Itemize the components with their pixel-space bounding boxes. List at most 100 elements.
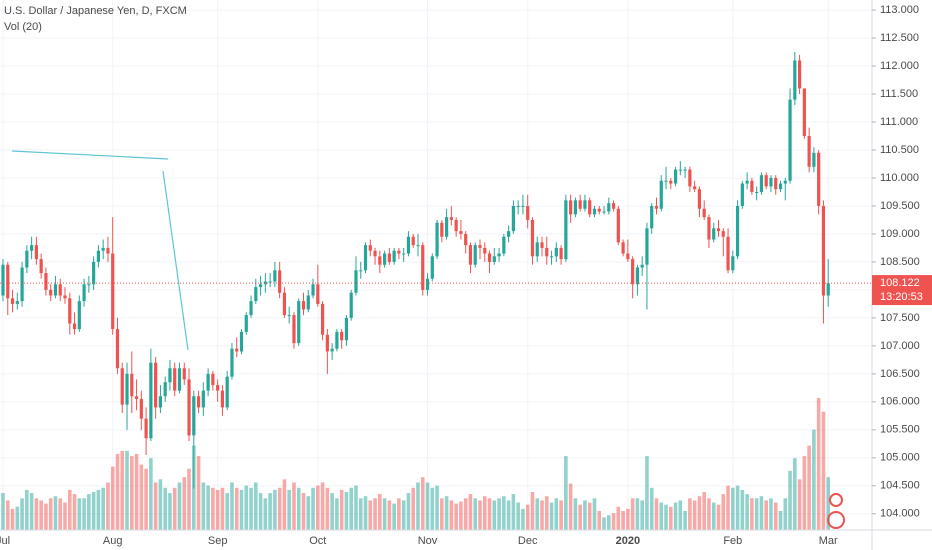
volume-bar: [621, 510, 625, 530]
volume-bar: [697, 496, 702, 530]
candle-body: [44, 273, 48, 290]
x-tick-label: Nov: [418, 535, 438, 547]
volume-bar: [616, 506, 621, 530]
volume-bar: [788, 470, 792, 530]
y-tick-label: 107.000: [880, 340, 920, 352]
volume-bar: [239, 489, 244, 530]
candle-body: [707, 217, 711, 240]
volume-bar: [411, 487, 416, 530]
candle-body: [235, 348, 239, 352]
candle-body: [721, 231, 725, 237]
volume-bar: [568, 483, 573, 530]
volume-bar: [63, 502, 67, 530]
candle-body: [673, 169, 678, 184]
volume-bar: [244, 485, 249, 530]
candle-body: [6, 264, 10, 299]
volume-bar: [354, 485, 358, 530]
candle-body: [631, 259, 635, 285]
candle-body: [10, 298, 15, 304]
volume-bar: [707, 498, 711, 530]
candle-body: [421, 245, 425, 290]
volume-bar: [397, 498, 401, 530]
volume-bar: [521, 508, 525, 530]
y-tick-label: 104.500: [880, 480, 920, 492]
candle-body: [201, 390, 205, 408]
candle-body: [454, 219, 458, 232]
volume-bar: [573, 498, 578, 530]
volume-bar: [435, 485, 439, 530]
axes: 104.000 104.500 105.000 105.500 106.000 106.5…: [0, 4, 920, 547]
candle-body: [173, 368, 177, 391]
candle-body: [34, 245, 38, 260]
volume-bar: [182, 477, 187, 530]
volume-bar: [826, 477, 831, 530]
volume-bar: [296, 487, 301, 530]
candle-body: [225, 376, 229, 408]
volume-bar: [454, 503, 458, 530]
volume-bar: [406, 493, 411, 530]
candle-body: [588, 200, 592, 215]
y-tick-label: 113.000: [880, 4, 919, 16]
candle-body: [49, 289, 53, 296]
volume-bar: [339, 489, 344, 530]
candle-body: [464, 233, 468, 246]
volume-bar: [773, 502, 778, 530]
x-tick-label: Mar: [819, 535, 838, 547]
volume-bar: [29, 493, 34, 530]
y-tick-label: 106.500: [880, 368, 920, 380]
candle-body: [320, 303, 325, 335]
candle-body: [778, 183, 783, 190]
candle-body: [263, 281, 267, 285]
volume-bar: [754, 498, 759, 530]
candle-body: [25, 250, 29, 268]
volume-bar: [678, 500, 683, 530]
y-tick-label: 109.000: [880, 228, 920, 240]
candle-body: [359, 270, 363, 272]
candle-body: [459, 231, 463, 234]
candle-body: [497, 253, 501, 257]
volume-bar: [597, 510, 602, 530]
volume-bar: [626, 508, 630, 530]
candle-body: [106, 247, 110, 254]
candle-body: [406, 236, 411, 254]
candle-body: [783, 180, 787, 184]
candle-body: [759, 175, 764, 192]
volume-bar: [44, 503, 48, 530]
volume-bar: [335, 498, 339, 530]
volume-bar: [129, 456, 134, 530]
volume-bar: [511, 494, 516, 530]
volume-bar: [349, 487, 354, 530]
volume-bar: [311, 487, 315, 530]
candle-body: [354, 270, 358, 293]
candle-body: [640, 264, 644, 268]
candle-body: [402, 253, 406, 255]
volume-bar: [5, 500, 10, 530]
candle-body: [683, 169, 687, 171]
candle-body: [530, 219, 535, 257]
candle-body: [211, 373, 215, 386]
candle-body: [483, 247, 487, 254]
candle-body: [53, 284, 58, 296]
volume-bar: [187, 468, 191, 530]
volume-bar: [425, 482, 430, 530]
volume-bar: [759, 496, 764, 530]
candle-body: [650, 205, 654, 229]
candle-body: [306, 295, 310, 310]
volume-bar: [778, 510, 783, 530]
volume-bar: [282, 479, 287, 530]
candle-body: [573, 200, 577, 215]
volume-bar: [196, 456, 201, 530]
volume-bar: [688, 498, 692, 530]
volume-bar: [544, 496, 549, 530]
volume-bar: [473, 498, 478, 530]
volume-bar: [249, 487, 253, 530]
volume-bar: [669, 506, 673, 530]
candle-body: [716, 228, 721, 232]
candle-body: [239, 331, 244, 352]
volume-bar: [721, 494, 726, 530]
volume-bar: [82, 498, 86, 530]
x-tick-label: Feb: [723, 535, 742, 547]
y-tick-label: 108.500: [880, 256, 920, 268]
candle-body: [68, 298, 72, 324]
